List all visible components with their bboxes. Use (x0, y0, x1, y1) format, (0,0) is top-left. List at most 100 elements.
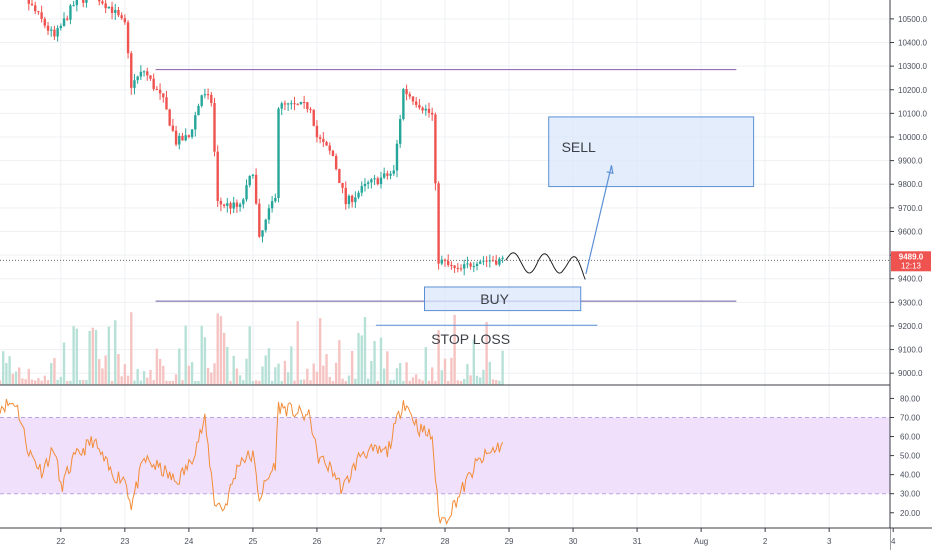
candle-body (354, 197, 357, 203)
volume-bar (328, 376, 331, 385)
volume-bar (392, 379, 395, 385)
candle-body (430, 112, 434, 115)
candle-body (408, 94, 411, 97)
volume-bar (152, 380, 155, 385)
volume-bar (40, 380, 43, 385)
volume-bar (242, 380, 245, 385)
candle-body (363, 183, 367, 187)
price-tick-label: 9000.0 (898, 369, 923, 378)
volume-bar (488, 361, 492, 385)
candle-body (62, 18, 66, 26)
volume-bar (50, 363, 53, 385)
price-tick-label: 9100.0 (898, 346, 923, 355)
price-tick-label: 10200.0 (898, 86, 927, 95)
candle-body (248, 175, 251, 186)
candle-body (286, 103, 290, 105)
volume-bar (34, 380, 37, 385)
candle-body (30, 3, 34, 6)
candle-body (482, 260, 485, 262)
arrow-head-icon (606, 165, 614, 175)
candle-body (46, 25, 50, 31)
volume-bar (453, 314, 456, 385)
candle-body (66, 18, 69, 20)
volume-bar (43, 375, 47, 385)
rsi-tick-label: 40.00 (900, 471, 921, 480)
candle-body (229, 203, 232, 209)
volume-bar (114, 320, 117, 385)
candle-body (171, 125, 175, 131)
projection-arrow-line (585, 165, 613, 275)
candle-body (274, 197, 277, 202)
volume-bar (370, 361, 373, 385)
volume-bar (232, 355, 235, 385)
volume-bar (254, 380, 258, 385)
time-scale[interactable] (0, 528, 890, 550)
volume-bar (206, 367, 210, 385)
volume-bar (437, 330, 440, 385)
volume-bar (261, 366, 264, 385)
volume-bar (136, 368, 139, 385)
price-path-wave (505, 252, 586, 280)
volume-bar (117, 354, 120, 385)
time-tick-label: 28 (441, 537, 450, 546)
volume-bar (447, 380, 450, 385)
volume-bar (424, 347, 427, 385)
time-tick-label: 4 (891, 537, 896, 546)
candle-body (174, 130, 178, 145)
candle-body (226, 203, 229, 206)
volume-bar (286, 372, 290, 385)
candle-body (130, 53, 133, 88)
candle-body (418, 104, 421, 108)
volume-bar (498, 380, 501, 385)
candle-body (155, 89, 159, 91)
volume-bar (30, 379, 34, 385)
candle-body (245, 185, 248, 200)
volume-bar (62, 342, 66, 385)
candle-body (501, 257, 504, 259)
volume-bar (59, 376, 63, 385)
price-tick-label: 10000.0 (898, 133, 927, 142)
time-tick-label: 27 (377, 537, 386, 546)
candle-body (456, 267, 460, 269)
volume-bar (139, 380, 143, 385)
volume-bar (178, 348, 181, 385)
volume-bar (463, 378, 466, 385)
candle-body (258, 203, 261, 237)
volume-bar (248, 326, 251, 385)
volume-bar (408, 380, 411, 385)
last-price-label: 9489.0 (899, 252, 924, 261)
volume-bar (251, 380, 255, 385)
candle-body (219, 200, 223, 205)
volume-bar (174, 374, 178, 385)
candle-body (158, 89, 162, 94)
buy-zone-box[interactable] (424, 286, 582, 312)
candle-body (447, 261, 450, 265)
volume-bar (98, 359, 101, 385)
volume-bar (382, 368, 386, 385)
volume-bar (123, 364, 127, 385)
volume-bar (398, 363, 402, 385)
price-scale[interactable] (890, 0, 932, 550)
candle-body (184, 135, 187, 141)
candle-body (197, 105, 200, 116)
candle-body (373, 178, 376, 180)
candle-body (392, 170, 395, 174)
time-tick-label: 23 (120, 537, 129, 546)
candle-body (37, 11, 40, 13)
candle-body (350, 195, 354, 203)
volume-bar (334, 362, 338, 385)
candle-body (114, 9, 117, 13)
time-tick-label: 26 (312, 537, 321, 546)
volume-bar (88, 330, 91, 385)
candle-body (75, 0, 79, 6)
sell-zone-box[interactable] (548, 116, 755, 188)
time-tick-label: 25 (248, 537, 257, 546)
candle-body (34, 5, 37, 12)
volume-bar (357, 333, 360, 385)
candle-body (328, 145, 331, 151)
candle-body (344, 187, 347, 205)
candle-body (395, 143, 399, 171)
volume-bar (229, 380, 232, 385)
